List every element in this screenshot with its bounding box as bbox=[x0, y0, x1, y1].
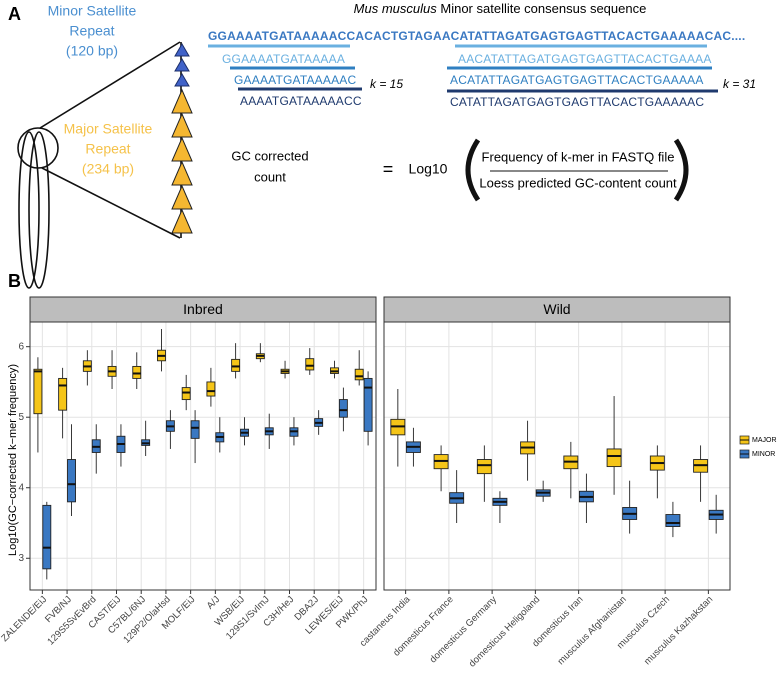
kmer: CATATTAGATGAGTGAGTTACACTGAAAAAC bbox=[450, 95, 704, 109]
strip-title: Inbred bbox=[183, 301, 223, 317]
strip bbox=[383, 296, 731, 323]
box bbox=[354, 368, 364, 381]
minor-label: (120 bp) bbox=[66, 43, 118, 59]
formula-denominator: Loess predicted GC-content count bbox=[479, 175, 677, 190]
sequence: GGAAAATGATAAAAACCACACTGTAGAACATATTAGATGA… bbox=[208, 29, 745, 43]
box bbox=[33, 368, 43, 415]
legend-label: MINOR bbox=[752, 451, 775, 458]
y-axis-label: Log10(GC−corrected k−mer frequency) bbox=[7, 364, 19, 556]
y-tick-label: 3 bbox=[18, 553, 24, 564]
box bbox=[42, 504, 52, 570]
strip bbox=[29, 296, 377, 323]
sequence-title: Mus musculus Minor satellite consensus s… bbox=[354, 1, 647, 16]
box bbox=[231, 358, 241, 372]
box bbox=[665, 514, 681, 527]
box bbox=[132, 365, 142, 379]
kmer: AACATATTAGATGAGTGAGTTACACTGAAAA bbox=[458, 52, 712, 66]
x-tick-label: A/J bbox=[205, 594, 223, 612]
formula-numerator: Frequency of k-mer in FASTQ file bbox=[482, 149, 675, 164]
legend-label: MAJOR bbox=[752, 437, 777, 444]
strip-title: Wild bbox=[543, 301, 570, 317]
y-tick-label: 5 bbox=[18, 412, 24, 423]
box bbox=[363, 377, 373, 432]
box bbox=[190, 420, 200, 439]
box bbox=[606, 448, 622, 468]
kmer: GAAAATGATAAAAAC bbox=[234, 73, 356, 87]
panel-border bbox=[29, 321, 377, 591]
panel-border bbox=[383, 321, 731, 591]
formula-equals: = bbox=[383, 159, 394, 179]
kmer: GGAAAATGATAAAAA bbox=[222, 52, 345, 66]
formula-lhs: count bbox=[254, 169, 286, 184]
k-label: k = 15 bbox=[370, 77, 403, 91]
x-tick-label: domesticus Heligoland bbox=[467, 594, 542, 669]
panel-label: B bbox=[8, 271, 21, 291]
x-tick-label: ZALENDE/EiJ bbox=[0, 594, 49, 644]
box bbox=[58, 377, 68, 411]
paren bbox=[673, 138, 689, 202]
kmer: AAAATGATAAAAACC bbox=[240, 94, 362, 108]
title-species: Mus musculus bbox=[354, 1, 438, 16]
y-tick-label: 4 bbox=[18, 482, 24, 493]
title-text: Minor satellite consensus sequence bbox=[440, 1, 646, 16]
box bbox=[338, 399, 348, 418]
minor-label: Minor Satellite bbox=[48, 3, 137, 19]
box bbox=[206, 381, 216, 397]
paren bbox=[465, 138, 481, 202]
y-tick-label: 6 bbox=[18, 341, 24, 352]
major-label: Repeat bbox=[85, 141, 130, 157]
formula-log: Log10 bbox=[409, 161, 448, 177]
major-repeats bbox=[171, 88, 193, 234]
major-label: (234 bp) bbox=[82, 161, 134, 177]
box bbox=[181, 387, 191, 401]
formula-lhs: GC corrected bbox=[231, 148, 308, 163]
panel-label: A bbox=[8, 4, 21, 24]
k-label: k = 31 bbox=[723, 77, 756, 91]
minor-repeats bbox=[174, 43, 190, 87]
box bbox=[476, 459, 492, 475]
minor-label: Repeat bbox=[69, 23, 114, 39]
box bbox=[67, 459, 76, 503]
major-label: Major Satellite bbox=[64, 121, 153, 137]
box bbox=[305, 358, 315, 371]
panel bbox=[30, 322, 376, 590]
kmer: ACATATTAGATGAGTGAGTTACACTGAAAAA bbox=[450, 73, 704, 87]
kmer-bars bbox=[208, 44, 718, 93]
